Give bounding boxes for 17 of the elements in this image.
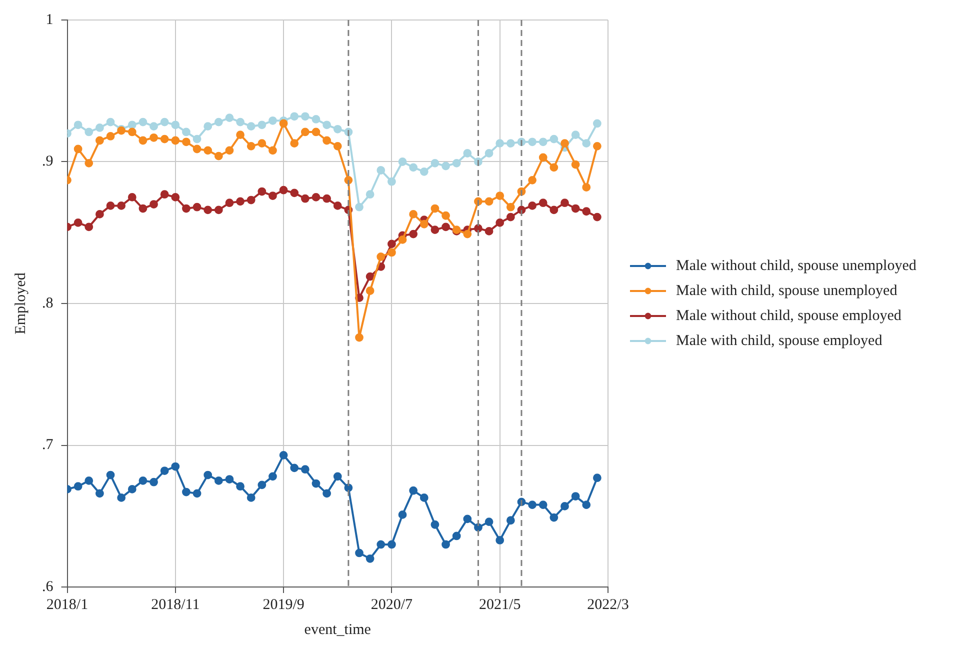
legend-label: Male with child, spouse unemployed — [676, 282, 898, 299]
y-tick-label: .6 — [42, 578, 54, 595]
x-axis-title: event_time — [304, 622, 372, 638]
y-tick-label: .8 — [42, 295, 54, 312]
x-tick-label: 2022/3 — [587, 596, 629, 613]
legend-label: Male with child, spouse employed — [676, 332, 883, 349]
x-tick-label: 2019/9 — [262, 596, 304, 613]
y-tick-label: .9 — [42, 154, 54, 170]
y-tick-label: 1 — [46, 12, 54, 28]
legend-label: Male without child, spouse employed — [676, 308, 902, 324]
y-tick-label: .7 — [42, 437, 54, 454]
x-tick-label: 2021/5 — [479, 596, 521, 613]
x-tick-label: 2018/11 — [151, 596, 200, 613]
x-tick-label: 2018/1 — [46, 596, 88, 613]
legend-label: Male without child, spouse unemployed — [676, 258, 917, 274]
y-axis-title: Employed — [12, 272, 29, 334]
x-tick-label: 2020/7 — [370, 596, 414, 613]
